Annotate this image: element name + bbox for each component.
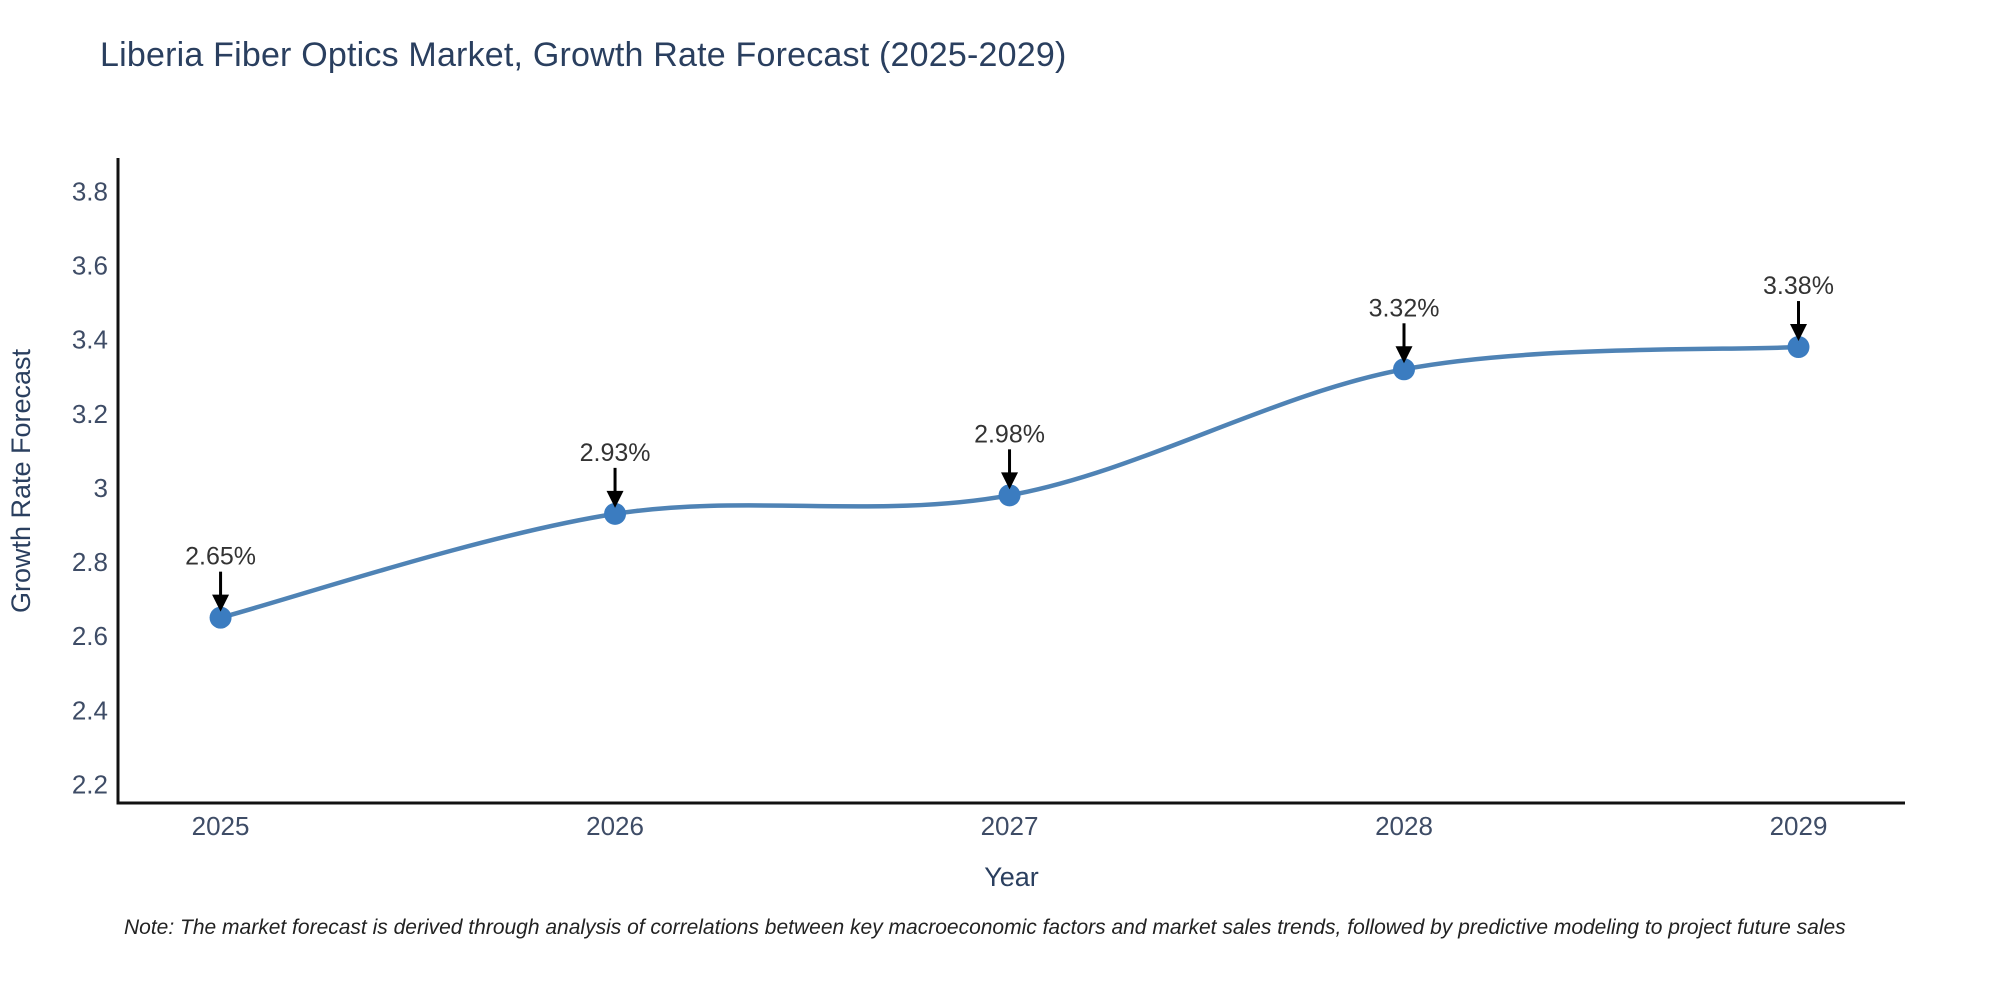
x-tick-label: 2028 xyxy=(1375,811,1433,841)
annotation-label: 3.32% xyxy=(1369,294,1440,322)
y-tick-label: 2.2 xyxy=(72,769,108,799)
x-tick-label: 2026 xyxy=(586,811,644,841)
chart-title: Liberia Fiber Optics Market, Growth Rate… xyxy=(100,36,1067,74)
x-tick-label: 2029 xyxy=(1770,811,1828,841)
annotation-label: 2.93% xyxy=(580,439,651,467)
y-tick-label: 3.4 xyxy=(72,325,108,355)
y-axis-title: Growth Rate Forecast xyxy=(6,348,36,613)
y-tick-label: 3.2 xyxy=(72,399,108,429)
annotation-arrow-head xyxy=(1789,324,1807,342)
x-tick-label: 2027 xyxy=(981,811,1039,841)
annotation-arrow-head xyxy=(1395,346,1413,364)
annotation-label: 3.38% xyxy=(1763,272,1834,300)
annotation-arrow-head xyxy=(212,594,230,612)
y-tick-label: 2.6 xyxy=(72,621,108,651)
annotation-arrow-head xyxy=(1001,472,1019,490)
x-tick-label: 2025 xyxy=(192,811,250,841)
data-point-2027[interactable] xyxy=(998,484,1021,507)
y-tick-label: 3.6 xyxy=(72,251,108,281)
data-point-2025[interactable] xyxy=(209,606,232,629)
x-axis-title: Year xyxy=(984,862,1039,892)
data-point-2029[interactable] xyxy=(1787,336,1810,359)
footnote: Note: The market forecast is derived thr… xyxy=(124,916,1846,939)
annotation-label: 2.98% xyxy=(974,420,1045,448)
y-tick-label: 3.8 xyxy=(72,176,108,206)
data-point-2028[interactable] xyxy=(1393,358,1416,381)
annotation-label: 2.65% xyxy=(185,543,256,571)
annotation-arrow-head xyxy=(606,490,624,508)
data-point-2026[interactable] xyxy=(604,502,627,525)
y-tick-label: 3 xyxy=(94,473,108,503)
y-tick-label: 2.8 xyxy=(72,547,108,577)
y-tick-label: 2.4 xyxy=(72,695,108,725)
